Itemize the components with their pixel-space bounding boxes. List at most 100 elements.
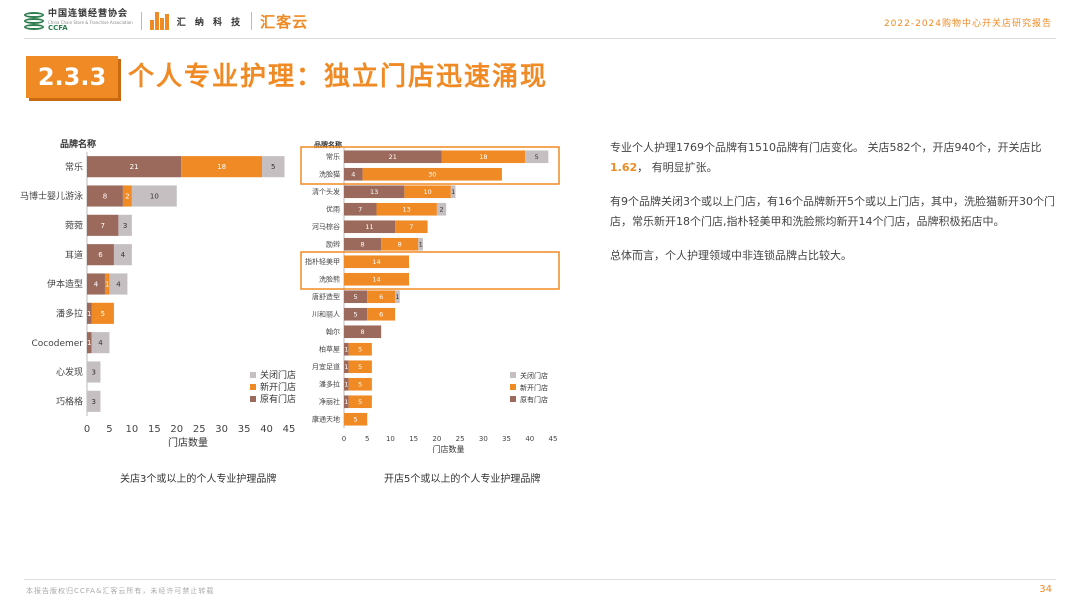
data-label: 1	[87, 339, 91, 347]
bar-segment	[104, 273, 110, 295]
data-label: 10	[423, 188, 431, 196]
legend-label: 关闭门店	[520, 371, 548, 380]
data-label: 5	[100, 310, 104, 318]
bar-segment	[344, 220, 396, 234]
bar-segment	[344, 377, 349, 391]
section-title: 个人专业护理：独立门店迅速涌现	[128, 62, 549, 92]
bar-segment	[262, 156, 285, 178]
data-label: 5	[358, 398, 362, 406]
logo-divider	[140, 12, 142, 30]
category-label: 巧格格	[56, 395, 83, 407]
bar-segment	[87, 156, 182, 178]
data-label: 8	[361, 241, 365, 249]
category-label: 马博士婴儿游泳	[20, 190, 83, 202]
category-label: 洗脸猫	[319, 170, 340, 179]
data-label: 3	[91, 368, 95, 376]
logo-block: 中国连锁经营协会 China Chain Store & Franchise A…	[24, 10, 308, 32]
bar-segment	[348, 342, 372, 356]
data-label: 3	[123, 222, 127, 230]
legend-swatch	[510, 372, 516, 378]
bar-segment	[344, 342, 349, 356]
legend-swatch	[510, 396, 516, 402]
data-label: 2	[125, 192, 129, 200]
bar-segment	[395, 220, 428, 234]
data-label: 5	[535, 153, 539, 161]
data-label: 5	[271, 163, 275, 171]
bar-segment	[344, 412, 368, 426]
category-label: 洗脸熊	[319, 275, 340, 284]
x-tick-label: 0	[84, 424, 90, 435]
category-label: 翰尔	[326, 327, 340, 336]
category-label: 潘多拉	[56, 307, 83, 319]
data-label: 21	[389, 153, 397, 161]
data-label: 5	[358, 346, 362, 354]
data-label: 6	[379, 311, 383, 319]
data-label: 1	[344, 398, 348, 406]
bar-segment	[181, 156, 263, 178]
y-axis-label: 品牌名称	[60, 138, 96, 150]
category-label: 常乐	[65, 161, 83, 173]
category-label: 耳道	[65, 249, 83, 261]
category-label: 潘多拉	[319, 380, 340, 389]
right-chart-caption: 开店5个或以上的个人专业护理品牌	[384, 474, 541, 485]
bar-segment	[395, 290, 400, 304]
x-tick-label: 25	[456, 435, 465, 443]
data-label: 1	[105, 280, 109, 288]
data-label: 14	[372, 258, 380, 266]
bar-segment	[109, 273, 128, 295]
data-label: 10	[150, 192, 159, 200]
bar-segment	[344, 202, 377, 216]
summary-paragraph-1: 专业个人护理1769个品牌有1510品牌有门店变化。 关店582个，开店940个…	[610, 138, 1055, 178]
bar-segment	[87, 273, 105, 295]
summary-paragraph-3: 总体而言，个人护理领域中非连锁品牌占比较大。	[610, 249, 852, 262]
data-label: 2	[439, 206, 443, 214]
bar-segment	[87, 361, 101, 383]
data-label: 4	[116, 280, 121, 288]
page-header: 中国连锁经营协会 China Chain Store & Franchise A…	[0, 0, 1080, 40]
x-tick-label: 0	[342, 435, 346, 443]
summary-text: 专业个人护理1769个品牌有1510品牌有门店变化。 关店582个，开店940个…	[610, 138, 1055, 280]
highlight-box	[300, 146, 560, 185]
data-label: 8	[361, 328, 365, 336]
bar-segment	[131, 185, 177, 207]
category-label: 康通天地	[312, 415, 340, 424]
x-tick-label: 45	[283, 424, 296, 435]
ccfa-english-name: China Chain Store & Franchise Associatio…	[48, 20, 133, 25]
copyright-note: 本报告版权归CCFA&汇客云所有，未经许可禁止转载	[26, 587, 215, 595]
x-tick-label: 5	[365, 435, 369, 443]
data-label: 30	[428, 171, 436, 179]
bar-segment	[87, 214, 119, 236]
huina-name: 汇 纳 科 技	[176, 17, 244, 28]
category-label: 心发现	[56, 366, 83, 378]
bar-segment	[118, 214, 132, 236]
data-label: 4	[121, 251, 126, 259]
x-tick-label: 30	[215, 424, 228, 435]
bar-segment	[381, 237, 419, 251]
report-title: 2022-2024购物中心开关店研究报告	[883, 19, 1052, 29]
category-label: 常乐	[326, 152, 340, 161]
data-label: 14	[372, 276, 380, 284]
x-tick-label: 10	[126, 424, 139, 435]
logo-divider	[251, 12, 253, 30]
bar-segment	[87, 244, 114, 266]
bar-segment	[367, 307, 396, 321]
category-label: 优雨	[326, 205, 340, 214]
bar-segment	[344, 325, 382, 339]
data-label: 1	[344, 363, 348, 371]
highlight-box	[300, 251, 560, 290]
summary-text-b: ， 有明显扩张。	[637, 161, 718, 174]
data-label: 5	[358, 363, 362, 371]
legend-swatch	[510, 384, 516, 390]
bar-segment	[376, 202, 437, 216]
data-label: 1	[395, 293, 399, 301]
bar-segment	[344, 255, 410, 269]
bar-segment	[404, 185, 451, 199]
ccfa-logo: 中国连锁经营协会 China Chain Store & Franchise A…	[24, 10, 133, 32]
bar-segment	[91, 302, 114, 324]
bar-segment	[436, 202, 447, 216]
bar-segment	[525, 150, 549, 164]
summary-paragraph-2: 有9个品牌关闭3个或以上门店，有16个品牌新开5个或以上门店，其中，洗脸猫新开3…	[610, 195, 1055, 228]
bar-segment	[122, 185, 132, 207]
